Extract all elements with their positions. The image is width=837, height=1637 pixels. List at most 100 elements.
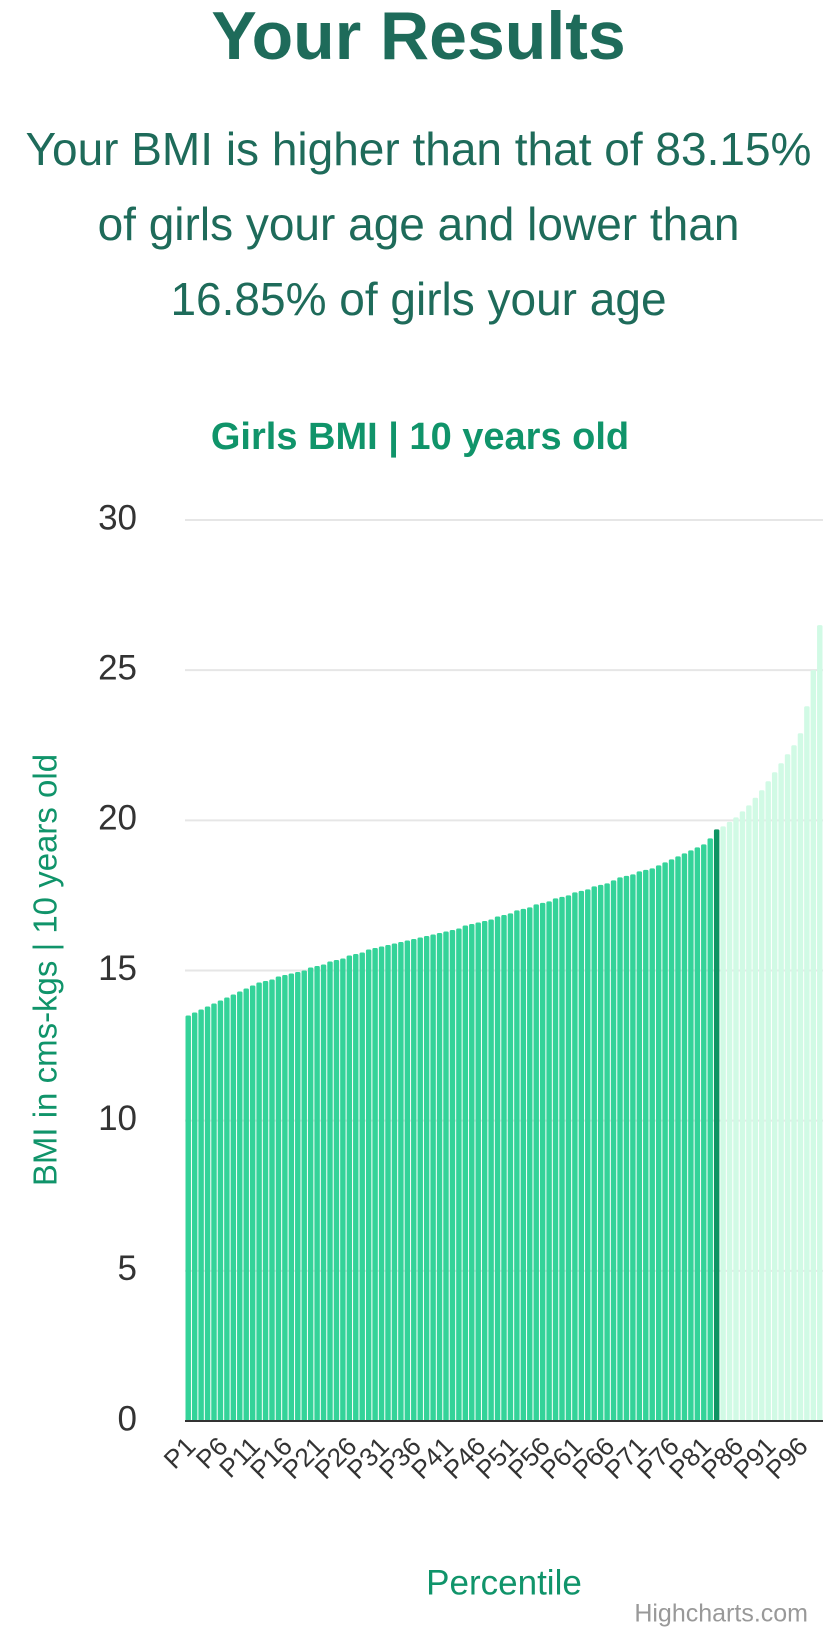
bar — [443, 931, 449, 1421]
result-text: Your BMI is higher than that of 83.15% o… — [25, 123, 812, 325]
bar — [681, 853, 688, 1421]
y-tick-label: 15 — [98, 949, 137, 988]
bar — [759, 790, 765, 1421]
bar — [507, 913, 514, 1421]
bar — [694, 847, 701, 1421]
bar — [817, 625, 823, 1421]
bar — [314, 965, 320, 1421]
bar — [237, 991, 243, 1421]
bar — [211, 1003, 217, 1421]
bar — [501, 914, 507, 1421]
bar — [346, 955, 353, 1421]
bar — [643, 869, 649, 1421]
bar — [204, 1006, 211, 1421]
bar — [404, 940, 411, 1421]
bar — [791, 745, 797, 1421]
y-tick-label: 5 — [118, 1249, 137, 1288]
bar — [617, 877, 623, 1421]
bar — [623, 875, 630, 1421]
bar — [217, 1000, 224, 1421]
bar — [295, 972, 301, 1421]
bar — [797, 733, 804, 1421]
bar — [301, 970, 307, 1421]
bar — [552, 898, 559, 1421]
bar — [546, 901, 552, 1421]
bar — [655, 865, 662, 1421]
bar — [520, 908, 527, 1421]
bar — [649, 868, 655, 1421]
bar — [230, 994, 237, 1421]
bar — [372, 947, 378, 1421]
bar — [713, 829, 720, 1421]
chart-title: Girls BMI | 10 years old — [211, 416, 629, 458]
bar — [707, 838, 713, 1421]
bar — [591, 886, 597, 1421]
bar — [224, 997, 230, 1421]
bar — [662, 862, 668, 1421]
bar — [391, 943, 398, 1421]
bar — [527, 907, 533, 1421]
bar — [668, 859, 675, 1421]
y-axis-title: BMI in cms-kgs | 10 years old — [27, 754, 64, 1186]
bar — [565, 895, 572, 1421]
bar — [269, 979, 275, 1421]
bar — [804, 706, 810, 1421]
bar — [340, 958, 346, 1421]
y-tick-label: 25 — [98, 648, 137, 687]
bar — [514, 910, 520, 1421]
bar — [539, 902, 546, 1421]
bar — [198, 1009, 204, 1421]
bar — [604, 883, 610, 1421]
bar — [746, 805, 752, 1421]
x-axis-title: Percentile — [426, 1563, 582, 1602]
bar — [436, 932, 443, 1421]
bar — [191, 1012, 198, 1421]
bar — [449, 929, 456, 1421]
bar — [320, 964, 327, 1421]
y-tick-label: 0 — [118, 1399, 137, 1438]
bar — [378, 946, 385, 1421]
bar — [784, 754, 791, 1421]
bar — [417, 937, 423, 1421]
y-tick-label: 10 — [98, 1099, 137, 1138]
bar — [411, 938, 417, 1421]
credit: Highcharts.com — [634, 1600, 808, 1628]
bar — [720, 826, 726, 1421]
bar — [585, 889, 591, 1421]
bar — [249, 985, 256, 1421]
bar — [701, 844, 707, 1421]
bar — [243, 988, 249, 1421]
bar — [462, 925, 469, 1421]
bar — [630, 874, 636, 1421]
bar — [456, 928, 462, 1421]
bar — [778, 763, 784, 1421]
bar — [688, 850, 694, 1421]
bar — [810, 670, 817, 1421]
bar — [275, 976, 282, 1421]
bar — [333, 959, 340, 1421]
bar — [726, 821, 733, 1421]
bar — [481, 920, 488, 1421]
bar — [469, 923, 475, 1421]
bar — [423, 935, 430, 1421]
bar — [771, 772, 778, 1421]
bar — [488, 919, 494, 1421]
bar — [675, 856, 681, 1421]
bar — [597, 884, 604, 1421]
bar — [282, 975, 288, 1421]
bar — [578, 890, 585, 1421]
bar — [494, 916, 501, 1421]
bar — [353, 953, 359, 1421]
bar — [430, 934, 436, 1421]
bar — [385, 944, 391, 1421]
bar — [359, 952, 365, 1421]
bar — [733, 817, 739, 1421]
bar — [752, 797, 759, 1421]
page-title: Your Results — [211, 0, 626, 74]
bar — [288, 973, 295, 1421]
y-tick-label: 30 — [98, 498, 137, 537]
y-tick-label: 20 — [98, 799, 137, 838]
bar — [365, 949, 372, 1421]
bar — [610, 880, 617, 1421]
